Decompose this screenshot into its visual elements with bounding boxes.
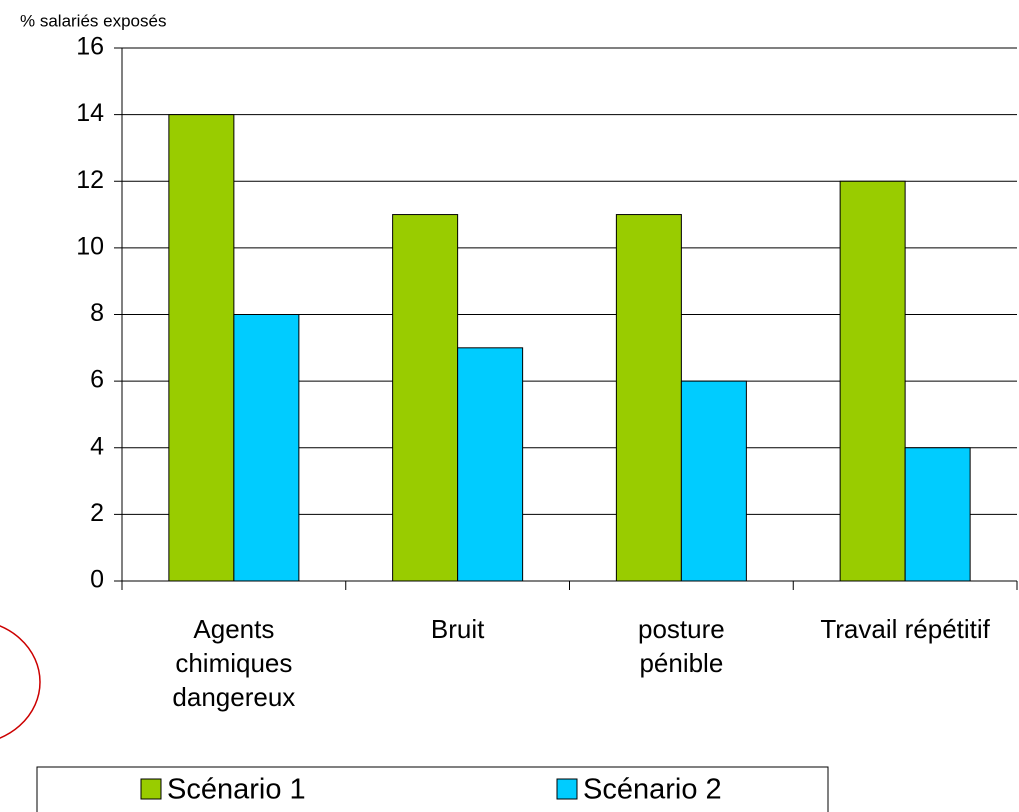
x-tick-label: Travail répétitif [820,614,990,644]
x-tick-label: posture pénible [638,614,725,678]
annotation-circle [0,625,41,739]
bar [839,180,906,582]
y-tick-label: 10 [76,232,104,260]
bar [233,314,300,582]
y-tick-label: 14 [76,99,104,127]
x-tick-label: Bruit [430,614,485,644]
y-tick-label: 12 [76,166,104,194]
bar [904,447,971,582]
y-axis-label: % salariés exposés [20,11,166,30]
y-tick-label: 8 [90,299,104,327]
bar [615,214,682,582]
bar [168,114,235,582]
bar [457,347,524,582]
y-tick-label: 6 [90,366,104,394]
legend-swatch [140,778,162,800]
y-tick-label: 16 [76,33,104,61]
y-tick-label: 0 [90,566,104,594]
legend-label: Scénario 2 [583,774,722,806]
y-tick-label: 2 [90,499,104,527]
y-tick-label: 4 [90,432,104,460]
bar [392,214,459,582]
bar [680,380,747,582]
legend-label: Scénario 1 [167,774,306,806]
legend-swatch [556,778,578,800]
x-tick-label: Agents chimiques dangereux [172,614,296,712]
legend-box [36,766,829,812]
